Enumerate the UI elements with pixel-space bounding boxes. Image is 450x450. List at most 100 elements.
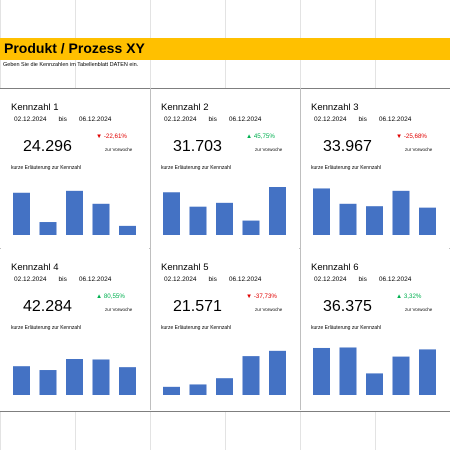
chart-bar (66, 359, 83, 395)
kpi-date-range: 02.12.2024 bis 06.12.2024 (314, 276, 411, 283)
kpi-change-caption: zur Vorwoche (255, 307, 283, 312)
kpi-bar-chart (13, 190, 136, 235)
chart-bar (119, 367, 136, 395)
chart-bar (366, 206, 383, 235)
title-bar: Produkt / Prozess XY (0, 38, 450, 60)
kpi-date-range: 02.12.2024 bis 06.12.2024 (14, 116, 111, 123)
date-separator: bis (58, 276, 67, 283)
kpi-title: Kennzahl 4 (11, 262, 59, 273)
kpi-bar-chart (163, 187, 286, 235)
chart-bar (119, 225, 136, 235)
kpi-explanation: kurze Erläuterung zur Kennzahl (161, 165, 232, 171)
kpi-value: 33.967 (323, 138, 372, 155)
date-to: 06.12.2024 (378, 116, 412, 123)
chart-bar (269, 187, 286, 235)
kpi-card: Kennzahl 6 02.12.2024 bis 06.12.2024 36.375 ▲… (301, 249, 449, 409)
kpi-change: ▼ -25,68% (396, 133, 427, 140)
chart-bar (163, 386, 180, 395)
kpi-value: 36.375 (323, 298, 372, 315)
chart-bar (39, 370, 57, 395)
kpi-change-caption: zur Vorwoche (105, 147, 133, 152)
date-separator: bis (358, 276, 367, 283)
kpi-explanation: kurze Erläuterung zur Kennzahl (11, 165, 82, 171)
chart-bar (189, 384, 207, 395)
kpi-change: ▲ 45,75% (246, 133, 275, 140)
chart-bar (13, 366, 30, 395)
date-from: 02.12.2024 (314, 116, 347, 123)
chart-bar (313, 188, 330, 235)
chart-bar (313, 347, 330, 395)
chart-bar (242, 220, 260, 235)
kpi-card: Kennzahl 2 02.12.2024 bis 06.12.2024 31.703 ▲… (151, 89, 299, 249)
date-to: 06.12.2024 (78, 276, 112, 283)
input-hint: Geben Sie die Kennzahlen im Tabellenblat… (3, 62, 139, 68)
chart-bar (216, 202, 233, 235)
chart-bar (66, 190, 83, 235)
kpi-bar-chart (163, 350, 286, 395)
date-from: 02.12.2024 (164, 116, 197, 123)
date-to: 06.12.2024 (228, 276, 262, 283)
kpi-change: ▲ 3,32% (396, 293, 422, 300)
date-separator: bis (58, 116, 67, 123)
chart-bar (419, 207, 436, 235)
kpi-explanation: kurze Erläuterung zur Kennzahl (311, 165, 382, 171)
chart-bar (163, 192, 180, 235)
date-from: 02.12.2024 (14, 116, 47, 123)
chart-bar (242, 356, 260, 395)
kpi-date-range: 02.12.2024 bis 06.12.2024 (164, 116, 261, 123)
kpi-card: Kennzahl 5 02.12.2024 bis 06.12.2024 21.571 ▼… (151, 249, 299, 409)
divider (300, 88, 301, 410)
kpi-title: Kennzahl 3 (311, 102, 359, 113)
date-to: 06.12.2024 (228, 116, 262, 123)
date-to: 06.12.2024 (378, 276, 412, 283)
kpi-title: Kennzahl 6 (311, 262, 359, 273)
chart-bar (339, 347, 357, 395)
date-from: 02.12.2024 (164, 276, 197, 283)
kpi-value: 21.571 (173, 298, 222, 315)
chart-bar (269, 350, 286, 395)
kpi-change-caption: zur Vorwoche (255, 147, 283, 152)
kpi-card: Kennzahl 4 02.12.2024 bis 06.12.2024 42.284 ▲… (1, 249, 149, 409)
date-from: 02.12.2024 (14, 276, 47, 283)
kpi-explanation: kurze Erläuterung zur Kennzahl (311, 325, 382, 331)
kpi-bar-chart (313, 347, 436, 395)
divider (150, 88, 151, 410)
chart-bar (392, 356, 410, 395)
kpi-change: ▼ -37,73% (246, 293, 277, 300)
kpi-bar-chart (313, 188, 436, 235)
date-separator: bis (358, 116, 367, 123)
kpi-title: Kennzahl 2 (161, 102, 209, 113)
kpi-change-caption: zur Vorwoche (405, 307, 433, 312)
kpi-change-caption: zur Vorwoche (405, 147, 433, 152)
kpi-explanation: kurze Erläuterung zur Kennzahl (161, 325, 232, 331)
chart-bar (216, 378, 233, 395)
kpi-change: ▼ -22,61% (96, 133, 127, 140)
chart-bar (419, 349, 436, 395)
chart-bar (339, 203, 357, 235)
chart-bar (39, 222, 57, 235)
chart-bar (13, 192, 30, 235)
chart-bar (366, 373, 383, 395)
kpi-value: 24.296 (23, 138, 72, 155)
kpi-value: 42.284 (23, 298, 72, 315)
kpi-card: Kennzahl 1 02.12.2024 bis 06.12.2024 24.296 ▼… (1, 89, 149, 249)
kpi-date-range: 02.12.2024 bis 06.12.2024 (14, 276, 111, 283)
date-from: 02.12.2024 (314, 276, 347, 283)
date-separator: bis (208, 116, 217, 123)
chart-bar (392, 190, 410, 235)
kpi-date-range: 02.12.2024 bis 06.12.2024 (164, 276, 261, 283)
chart-bar (92, 203, 110, 235)
kpi-change: ▲ 80,55% (96, 293, 125, 300)
kpi-card: Kennzahl 3 02.12.2024 bis 06.12.2024 33.967 ▼… (301, 89, 449, 249)
date-to: 06.12.2024 (78, 116, 112, 123)
kpi-title: Kennzahl 5 (161, 262, 209, 273)
kpi-value: 31.703 (173, 138, 222, 155)
kpi-title: Kennzahl 1 (11, 102, 59, 113)
chart-bar (92, 359, 110, 395)
kpi-bar-chart (13, 359, 136, 395)
page-title: Produkt / Prozess XY (4, 40, 145, 56)
kpi-date-range: 02.12.2024 bis 06.12.2024 (314, 116, 411, 123)
date-separator: bis (208, 276, 217, 283)
kpi-change-caption: zur Vorwoche (105, 307, 133, 312)
kpi-explanation: kurze Erläuterung zur Kennzahl (11, 325, 82, 331)
